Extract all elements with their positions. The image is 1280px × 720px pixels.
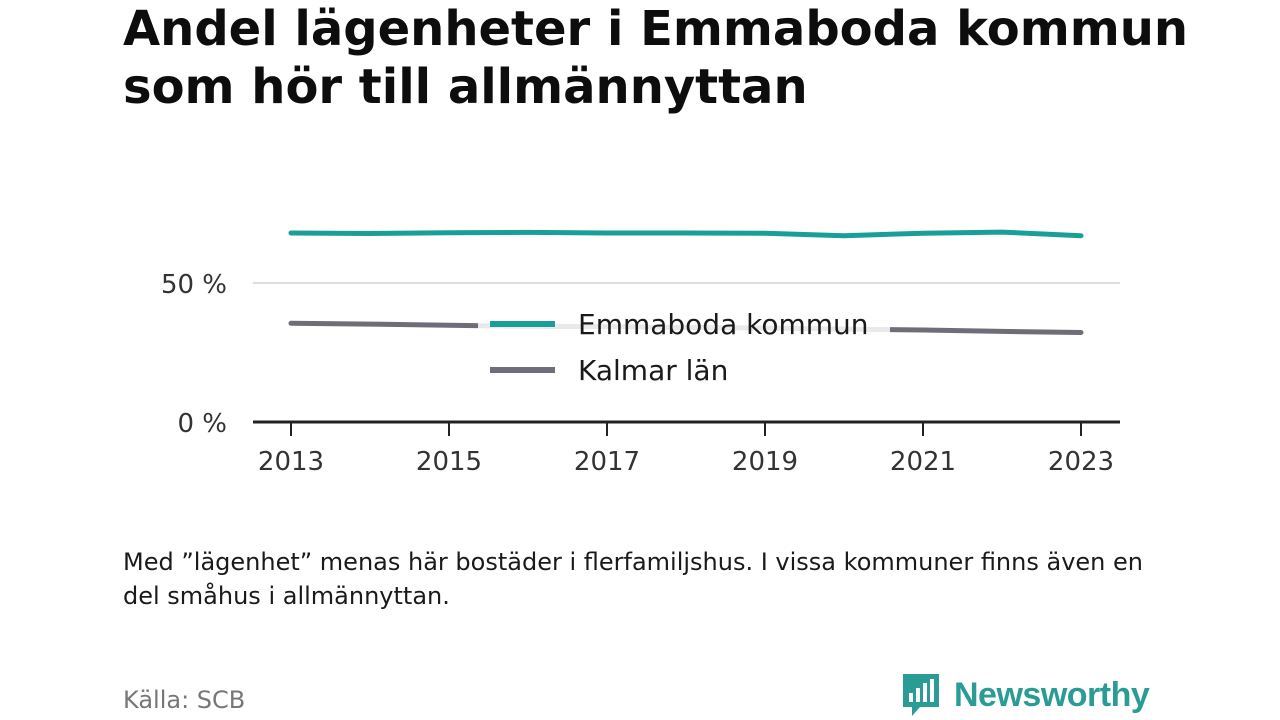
x-tick-label: 2021 (890, 447, 956, 477)
x-tick-labels: 2013 2015 2017 2019 2021 2023 (258, 447, 1114, 477)
x-tick-label: 2017 (574, 447, 640, 477)
legend: Emmaboda kommun Kalmar län (478, 300, 890, 396)
y-tick-label: 0 % (177, 409, 227, 439)
y-tick-label: 50 % (161, 270, 227, 300)
x-tick-label: 2019 (732, 447, 798, 477)
series-line-0 (288, 229, 1084, 239)
legend-label: Emmaboda kommun (578, 308, 869, 341)
source-credit: Källa: SCB (123, 686, 246, 714)
page-title: Andel lägenheter i Emmaboda kommun som h… (123, 1, 1189, 115)
chart-note: Med ”lägenhet” menas här bostäder i fler… (123, 548, 1143, 610)
x-tick-label: 2023 (1048, 447, 1114, 477)
bar-chart-speech-bubble-icon (903, 674, 939, 716)
y-tick-labels: 0 % 50 % (161, 270, 227, 439)
x-axis (253, 420, 1120, 436)
legend-background (478, 300, 890, 396)
brand-name: Newsworthy (954, 675, 1150, 714)
legend-label: Kalmar län (578, 354, 728, 387)
x-tick-label: 2013 (258, 447, 324, 477)
x-tick-label: 2015 (416, 447, 482, 477)
brand-logo: Newsworthy (900, 670, 1150, 720)
line-chart: 0 % 50 % 2013 2015 2017 2019 2021 2023 Emmabod… (161, 229, 1120, 477)
